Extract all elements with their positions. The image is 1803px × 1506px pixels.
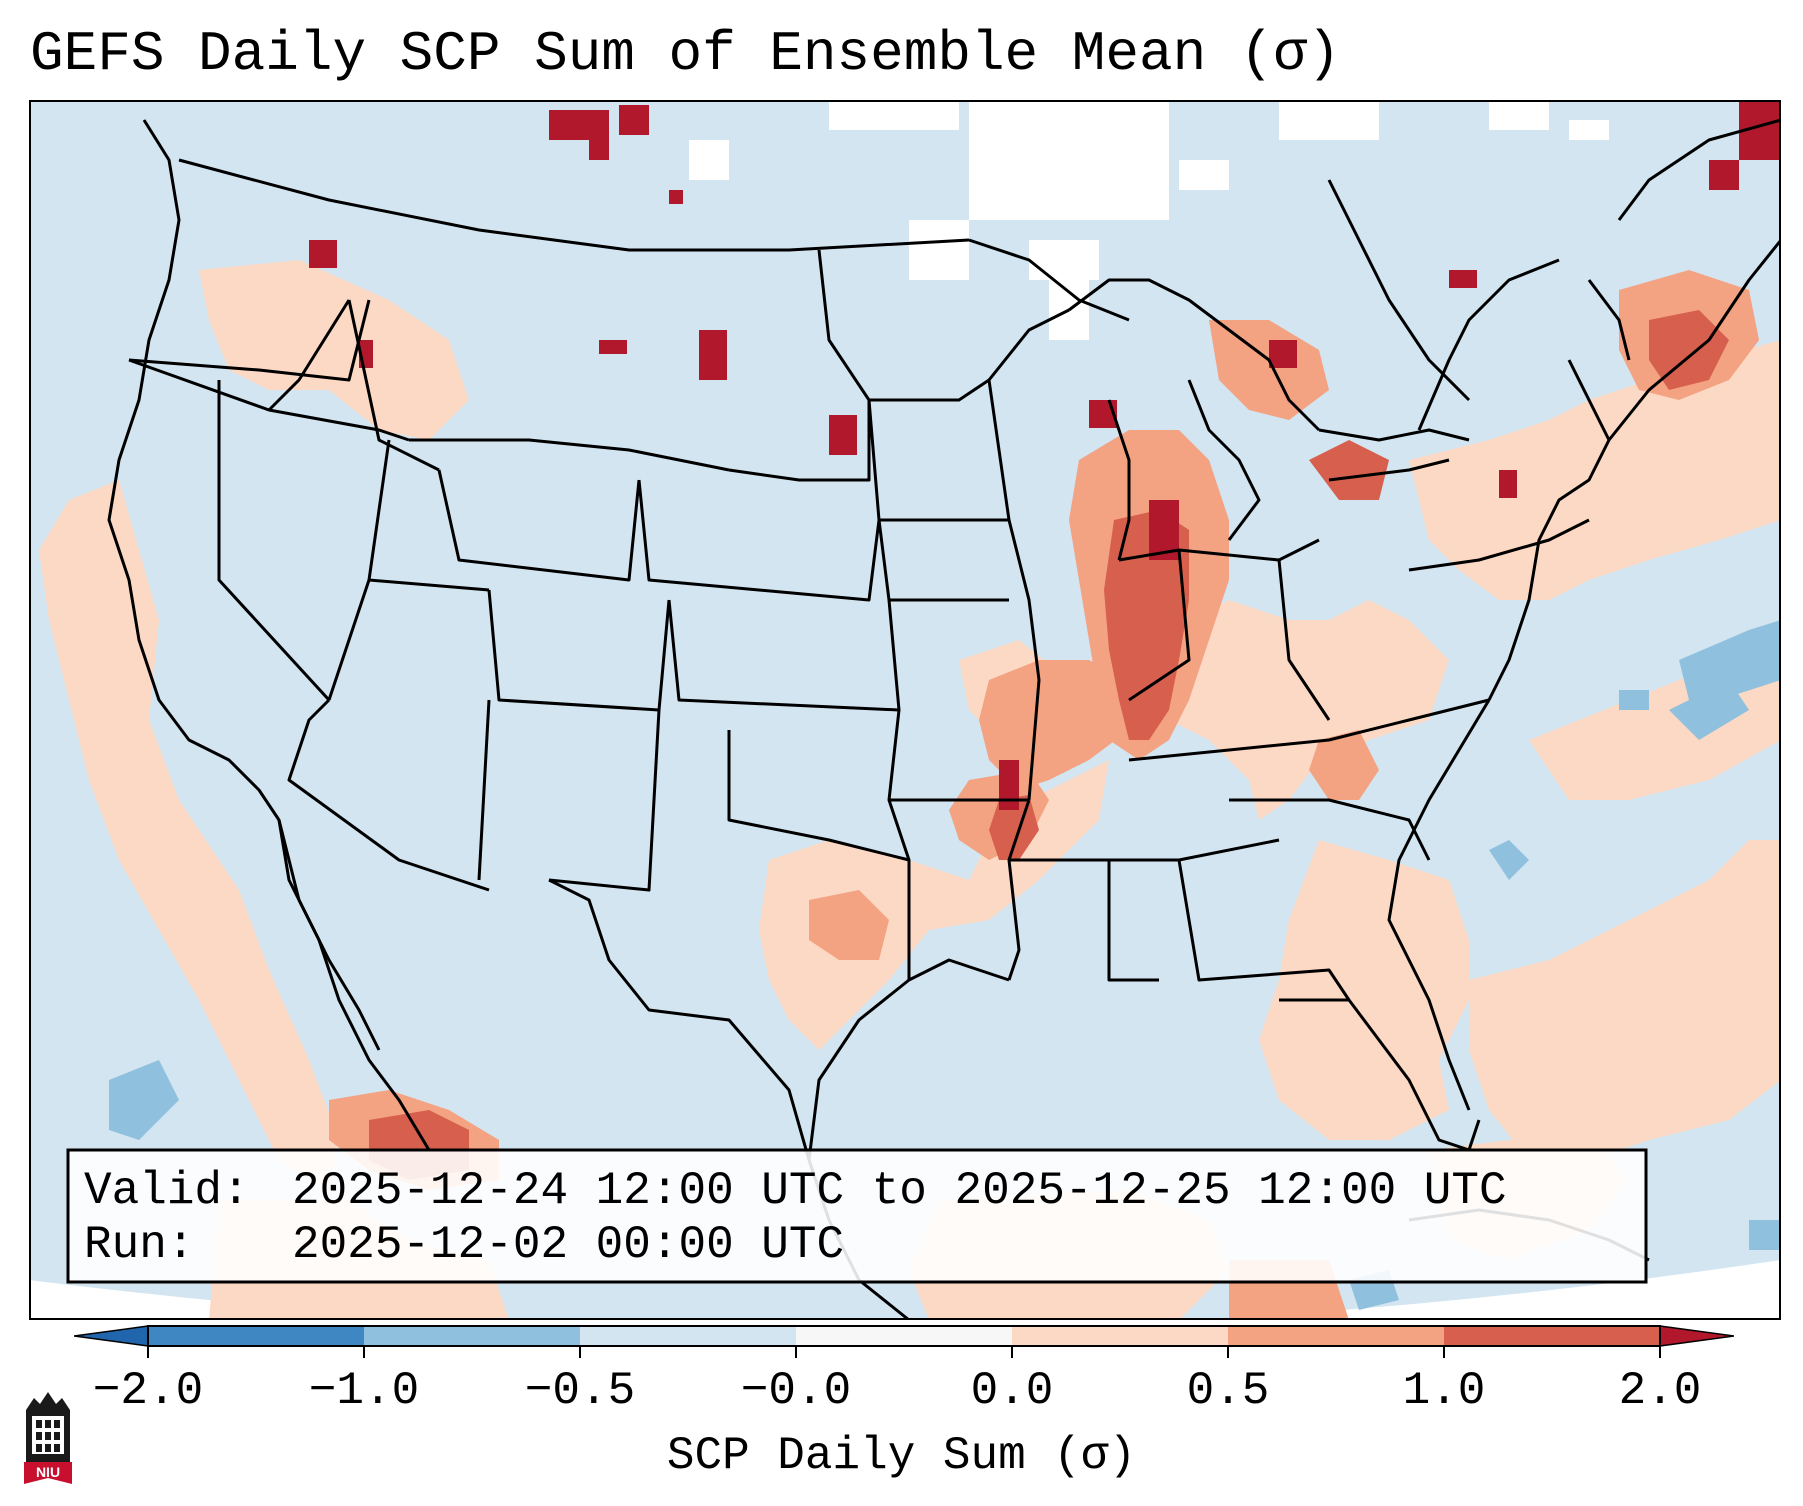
- tick-label: −1.0: [308, 1365, 420, 1417]
- colorbar-bin-6: [1228, 1326, 1444, 1346]
- info-box: Valid: 2025-12-24 12:00 UTC to 2025-12-2…: [66, 1148, 1648, 1284]
- tick-label: −0.5: [524, 1365, 636, 1417]
- run-label: Run:: [84, 1219, 194, 1271]
- colorbar-bin-7: [1444, 1326, 1660, 1346]
- run-value: 2025-12-02 00:00 UTC: [292, 1219, 844, 1271]
- scp-map: Valid: 2025-12-24 12:00 UTC to 2025-12-2…: [29, 100, 1781, 1320]
- colorbar-bin-5: [1012, 1326, 1228, 1346]
- map-frame: [29, 100, 1781, 1320]
- logo-text: NIU: [35, 1464, 61, 1480]
- colorbar-bin-2: [364, 1326, 580, 1346]
- tick-label: 0.5: [1186, 1365, 1270, 1417]
- colorbar-label: SCP Daily Sum (σ): [666, 1430, 1137, 1482]
- map-outlines: [107, 118, 1781, 1320]
- niu-logo-icon: [24, 1392, 72, 1484]
- valid-value: 2025-12-24 12:00 UTC to 2025-12-25 12:00…: [292, 1165, 1507, 1217]
- colorbar-outline: [147, 1325, 1661, 1347]
- colorbar: [74, 1325, 1734, 1358]
- tick-label: 2.0: [1618, 1365, 1702, 1417]
- anomaly-neutral: [689, 100, 1609, 340]
- projection-edge: [29, 1260, 1781, 1320]
- colorbar-bin-3: [580, 1326, 796, 1346]
- anomaly-extreme-positive: [309, 100, 1781, 810]
- valid-label: Valid:: [84, 1165, 250, 1217]
- page-title: GEFS Daily SCP Sum of Ensemble Mean (σ): [30, 22, 1341, 86]
- colorbar-over-arrow: [1659, 1325, 1734, 1347]
- tick-label: 1.0: [1402, 1365, 1486, 1417]
- colorbar-ticks: [147, 1346, 1661, 1358]
- tick-label: −0.0: [740, 1365, 852, 1417]
- tick-label: 0.0: [970, 1365, 1054, 1417]
- colorbar-bin-4: [796, 1326, 1012, 1346]
- tick-label: −2.0: [92, 1365, 204, 1417]
- colorbar-bin-1: [148, 1326, 364, 1346]
- colorbar-under-arrow: [74, 1325, 149, 1347]
